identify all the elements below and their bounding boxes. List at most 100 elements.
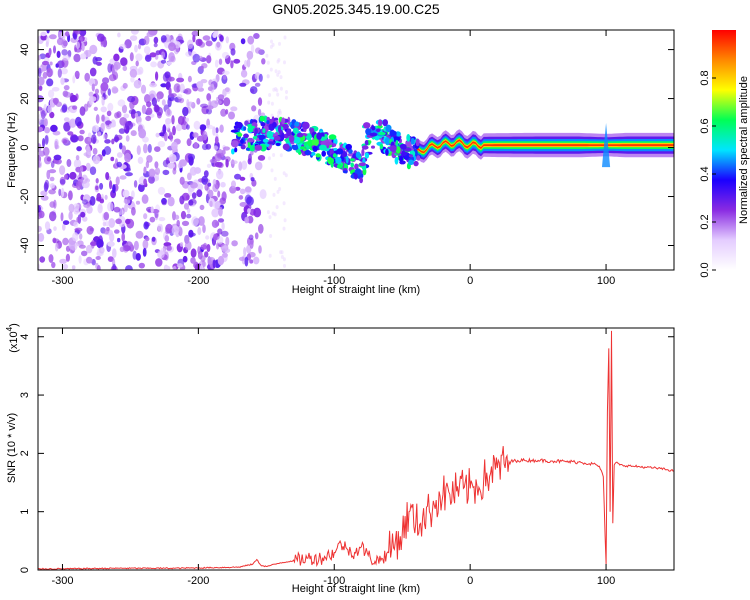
spectrogram-noise-blob — [84, 72, 90, 82]
spectrogram-noise-blob — [61, 49, 68, 56]
spectrogram-noise-blob — [62, 55, 71, 61]
spectrogram-noise-blob — [69, 171, 77, 180]
spectrogram-noise-blob — [102, 133, 108, 140]
spectrogram-noise-blob — [51, 261, 56, 269]
spectrogram-noise-blob — [63, 85, 70, 91]
spectrogram-noise-blob — [168, 87, 172, 97]
spectrogram-noise-blob — [72, 105, 78, 110]
spectrogram-noise-blob — [76, 216, 80, 223]
spectrogram-noise-blob — [49, 34, 57, 40]
spectrogram-ridge-blob — [364, 152, 370, 159]
y-tick-label: 0 — [19, 144, 31, 150]
spectrogram-noise-blob — [225, 236, 230, 246]
spectrogram-noise-blob — [62, 237, 69, 246]
spectrogram-noise-blob — [222, 252, 228, 258]
spectrogram-noise-blob — [196, 189, 203, 198]
spectrogram-noise-blob — [140, 84, 147, 94]
spectrogram-noise-blob — [44, 135, 49, 145]
spectrogram-noise-blob — [247, 35, 255, 45]
spectrogram-noise-blob — [212, 183, 219, 193]
spectrogram-noise-blob — [54, 242, 59, 252]
spectrogram-noise-blob — [207, 86, 213, 92]
spectrogram-noise-blob — [283, 218, 287, 223]
spectrogram-noise-blob — [44, 179, 50, 190]
spectrogram-noise-blob — [249, 86, 258, 95]
spectrogram-ridge-blob — [262, 138, 269, 143]
spectrogram-noise-blob — [186, 213, 192, 219]
spectrogram-noise-blob — [269, 44, 273, 49]
spectrogram-noise-blob — [87, 132, 92, 138]
chart-title: GN05.2025.345.19.00.C25 — [272, 1, 440, 17]
spectrogram-noise-blob — [103, 211, 110, 221]
spectrogram-noise-blob — [91, 125, 100, 133]
spectrogram-noise-blob — [133, 240, 139, 251]
spectrogram-noise-blob — [208, 189, 214, 198]
spectrogram-noise-blob — [216, 169, 224, 180]
spectrogram-noise-blob — [63, 91, 72, 98]
spectrogram-noise-blob — [48, 254, 54, 263]
spectrogram-noise-blob — [128, 109, 136, 115]
spectrogram-noise-blob — [177, 94, 183, 99]
spectrogram-noise-blob — [157, 186, 166, 195]
x-tick-label: -200 — [187, 575, 209, 587]
spectrogram-ridge-blob — [315, 153, 321, 158]
spectrogram-noise-blob — [239, 82, 247, 87]
spectrogram-ridge-blob — [354, 163, 359, 170]
spectrogram-noise-blob — [38, 162, 41, 168]
spectrogram-noise-blob — [104, 139, 111, 144]
spectrogram-noise-blob — [92, 155, 101, 165]
spectrogram-noise-blob — [48, 169, 57, 174]
spectrogram-noise-blob — [148, 30, 156, 36]
spectrogram-ridge-blob — [278, 125, 282, 133]
spectrogram-noise-blob — [144, 54, 152, 62]
spectrogram-noise-blob — [49, 61, 53, 66]
spectrogram-noise-blob — [202, 35, 211, 41]
spectrogram-noise-blob — [102, 228, 110, 235]
spectrogram-noise-blob — [124, 152, 131, 163]
spectrogram-noise-blob — [230, 160, 238, 165]
spectrogram-ridge-blob — [319, 144, 327, 151]
spectrogram-ridge-blob — [395, 146, 401, 154]
spectrogram-ridge-blob — [230, 140, 239, 148]
spectrogram-noise-blob — [42, 146, 50, 156]
spectrogram-noise-blob — [57, 68, 62, 78]
spectrogram-ridge-blob — [312, 146, 318, 152]
spectrogram-noise-blob — [48, 47, 52, 56]
spectrogram-ridge-blob — [385, 124, 392, 133]
spectrogram-noise-blob — [107, 102, 114, 112]
spectrogram-noise-blob — [246, 58, 251, 68]
spectrogram-noise-blob — [283, 35, 287, 40]
spectrogram-noise-blob — [219, 35, 224, 42]
spectrogram-noise-blob — [185, 51, 193, 57]
spectrogram-noise-blob — [79, 129, 85, 135]
spectrogram-noise-blob — [130, 130, 137, 137]
spectrogram-noise-blob — [72, 75, 76, 84]
spectrogram-noise-blob — [95, 61, 102, 66]
spectrogram-noise-blob — [244, 120, 249, 126]
spectrogram-noise-blob — [135, 230, 144, 239]
spectrogram-noise-blob — [61, 187, 65, 198]
y-tick-label: 4 — [19, 334, 31, 340]
spectrogram-noise-blob — [39, 53, 47, 60]
spectrogram-noise-blob — [171, 141, 178, 151]
x-tick-label: -300 — [51, 575, 73, 587]
spectrogram-noise-blob — [161, 51, 166, 59]
spectrogram-noise-blob — [134, 112, 138, 118]
spectrogram-noise-blob — [45, 35, 50, 45]
spectrogram-noise-blob — [125, 196, 134, 201]
spectrogram-noise-blob — [179, 195, 185, 205]
spectrogram-noise-blob — [199, 204, 205, 211]
spectrogram-ridge-blob — [345, 143, 353, 150]
spectrogram-noise-blob — [272, 192, 276, 197]
spectrogram-noise-blob — [117, 237, 121, 243]
spectrogram-noise-blob — [95, 178, 99, 184]
spectrogram-noise-blob — [104, 194, 108, 200]
spectrogram-noise-blob — [74, 70, 80, 78]
spectrogram-ridge-blob — [410, 137, 415, 145]
spectrogram-noise-blob — [205, 235, 210, 240]
spectrogram-noise-blob — [42, 60, 49, 66]
spectrogram-noise-blob — [189, 166, 197, 176]
spectrogram-noise-blob — [40, 31, 47, 37]
spectrogram-noise-blob — [68, 190, 73, 201]
spectrogram-noise-blob — [168, 131, 173, 141]
